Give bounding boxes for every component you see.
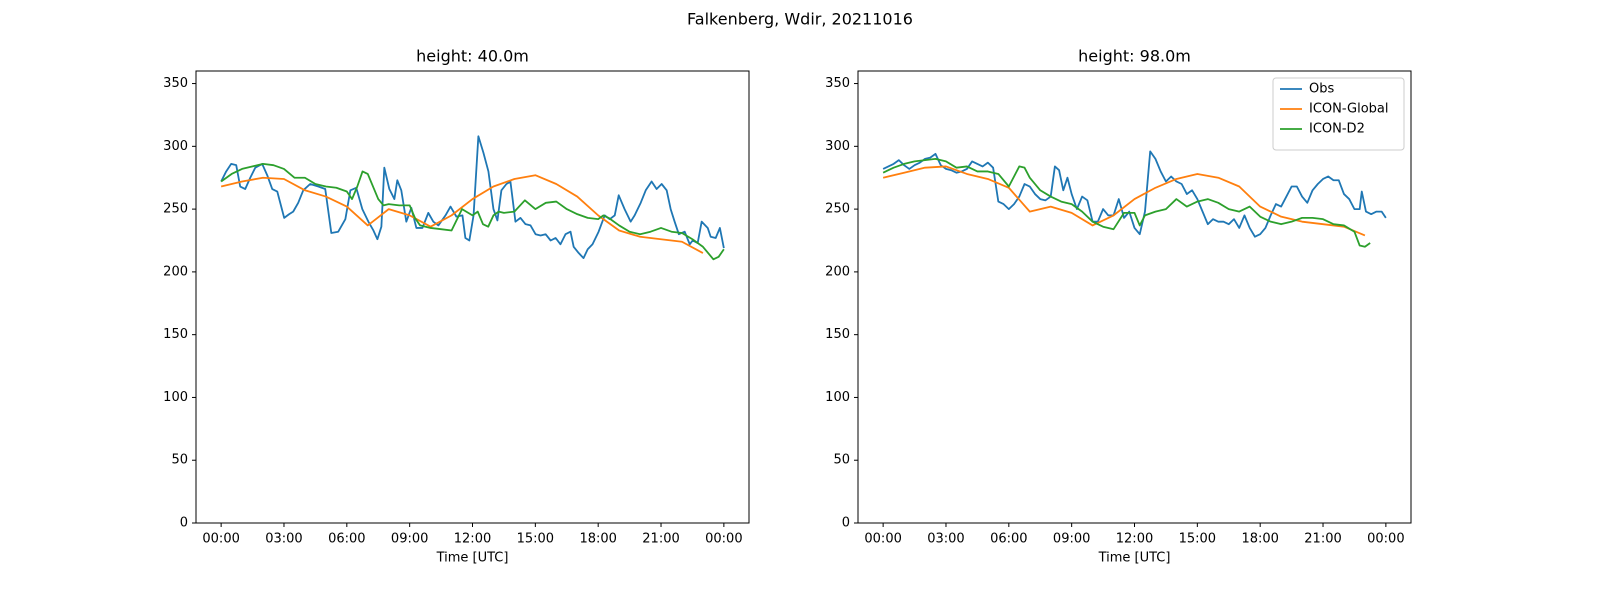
- legend-label: Obs: [1309, 82, 1334, 97]
- x-tick-label: 00:00: [705, 532, 742, 547]
- x-tick-label: 00:00: [864, 532, 901, 547]
- figure-title: Falkenberg, Wdir, 20211016: [687, 10, 913, 29]
- y-tick-label: 150: [163, 327, 188, 342]
- y-tick-label: 200: [825, 264, 850, 279]
- y-tick-label: 250: [825, 202, 850, 217]
- x-tick-label: 21:00: [1304, 532, 1341, 547]
- y-tick-label: 0: [842, 516, 850, 531]
- x-tick-label: 09:00: [1053, 532, 1090, 547]
- x-tick-label: 18:00: [1241, 532, 1278, 547]
- axes-frame: [195, 70, 750, 524]
- x-tick-label: 12:00: [454, 532, 491, 547]
- legend-box: [1272, 77, 1405, 151]
- x-tick-label: 15:00: [517, 532, 554, 547]
- legend-label: ICON-Global: [1309, 102, 1389, 117]
- y-tick-label: 350: [825, 76, 850, 91]
- y-tick-label: 100: [825, 390, 850, 405]
- x-tick-label: 12:00: [1116, 532, 1153, 547]
- x-tick-label: 15:00: [1179, 532, 1216, 547]
- x-axis-label: Time [UTC]: [436, 551, 509, 566]
- y-tick-label: 200: [163, 264, 188, 279]
- subplot-title: height: 40.0m: [416, 47, 529, 66]
- x-tick-label: 03:00: [927, 532, 964, 547]
- y-tick-label: 150: [825, 327, 850, 342]
- series-line: [882, 157, 1371, 248]
- axes-frame: [857, 70, 1412, 524]
- x-tick-label: 06:00: [328, 532, 365, 547]
- x-tick-label: 18:00: [579, 532, 616, 547]
- x-tick-label: 21:00: [642, 532, 679, 547]
- x-tick-label: 00:00: [202, 532, 239, 547]
- y-tick-label: 100: [163, 390, 188, 405]
- x-tick-label: 06:00: [990, 532, 1027, 547]
- series-line: [882, 165, 1366, 237]
- x-tick-label: 09:00: [391, 532, 428, 547]
- subplot-title: height: 98.0m: [1078, 47, 1191, 66]
- y-tick-label: 300: [825, 139, 850, 154]
- series-line: [220, 163, 725, 261]
- y-tick-label: 50: [171, 453, 188, 468]
- series-line: [220, 135, 725, 259]
- y-tick-label: 250: [163, 202, 188, 217]
- x-tick-label: 00:00: [1367, 532, 1404, 547]
- legend: Obs ICON-Global ICON-D2: [1272, 77, 1405, 151]
- x-axis-label: Time [UTC]: [1098, 551, 1171, 566]
- y-tick-label: 300: [163, 139, 188, 154]
- y-tick-label: 50: [833, 453, 850, 468]
- x-tick-label: 03:00: [265, 532, 302, 547]
- y-tick-label: 350: [163, 76, 188, 91]
- legend-label: ICON-D2: [1309, 122, 1365, 137]
- series-line: [220, 174, 704, 254]
- y-tick-label: 0: [180, 516, 188, 531]
